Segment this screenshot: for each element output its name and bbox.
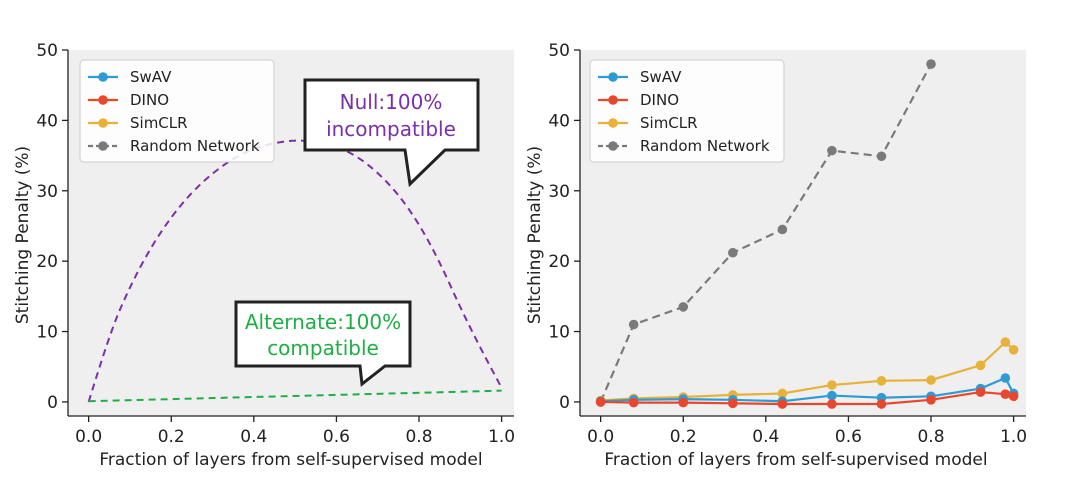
left-y-axis-title: Stitching Penalty (%) xyxy=(13,146,33,324)
right-x-axis: 0.0 0.2 0.4 0.6 0.8 1.0 xyxy=(580,415,1027,447)
alternate-curve xyxy=(88,389,502,403)
alternate-callout: Alternate:100% compatible xyxy=(234,300,412,387)
left-legend-label-swav: SwAV xyxy=(130,68,172,86)
right-x-tick-label: 0.2 xyxy=(670,427,697,447)
dino-point xyxy=(1000,389,1011,399)
simclr-point xyxy=(876,376,887,386)
right-legend-box xyxy=(589,59,785,163)
right-legend-marker-dino xyxy=(608,95,618,105)
dino-point xyxy=(678,397,689,408)
left-legend-marker-random-network xyxy=(98,141,108,151)
right-y-axis-title: Stitching Penalty (%) xyxy=(525,146,545,324)
random-network-point xyxy=(727,247,738,258)
alternate-callout-line1: Alternate:100% xyxy=(245,310,401,334)
left-legend-box xyxy=(79,59,275,163)
left-y-tick-label: 50 xyxy=(36,41,58,61)
left-y-axis: 0 10 20 30 40 50 xyxy=(36,41,69,416)
right-legend-label-simclr: SimCLR xyxy=(640,114,698,132)
right-legend-label-random-network: Random Network xyxy=(640,137,770,155)
left-legend-marker-dino xyxy=(98,95,108,105)
alternate-callout-bubble xyxy=(234,300,412,387)
left-x-tick-label: 0.4 xyxy=(240,427,267,447)
right-y-tick-label: 10 xyxy=(548,323,570,343)
dino-point xyxy=(1008,391,1019,402)
left-y-tick-label: 20 xyxy=(36,252,58,272)
swav-point xyxy=(1000,373,1011,383)
simclr-point xyxy=(1008,345,1019,355)
right-y-tick-label: 30 xyxy=(548,182,570,202)
right-legend-marker-random-network xyxy=(608,141,618,151)
null-callout-line2: incompatible xyxy=(326,117,456,141)
right-legend-label-swav: SwAV xyxy=(640,68,682,86)
right-x-tick-label: 0.0 xyxy=(587,427,614,447)
dino-point xyxy=(777,399,788,409)
dino-point xyxy=(926,395,936,405)
simclr-point xyxy=(975,360,986,371)
dino-point xyxy=(595,397,606,407)
left-legend-marker-simclr xyxy=(98,118,108,128)
right-y-tick-label: 50 xyxy=(548,41,570,61)
simclr-point xyxy=(827,380,837,390)
left-y-tick-label: 0 xyxy=(47,393,58,413)
right-y-tick-label: 0 xyxy=(559,393,570,413)
right-x-tick-label: 0.4 xyxy=(752,427,779,447)
right-x-tick-label: 1.0 xyxy=(1000,427,1027,447)
right-legend-marker-swav xyxy=(608,72,618,82)
null-curve xyxy=(87,139,503,403)
left-legend-label-dino: DINO xyxy=(130,91,169,109)
dino-point xyxy=(975,387,986,397)
swav-point xyxy=(827,390,837,401)
random-network-point xyxy=(827,145,837,156)
left-y-tick-label: 10 xyxy=(36,323,58,343)
alternate-callout-line2: compatible xyxy=(267,336,379,360)
dino-point xyxy=(628,397,639,408)
right-y-tick-label: 40 xyxy=(548,111,570,131)
left-y-tick-label: 30 xyxy=(36,182,58,202)
left-chart: 0 10 20 30 40 50 0.0 0.2 0.4 0.6 0.8 1.0 Fraction … xyxy=(13,41,515,470)
dino-point xyxy=(827,399,837,409)
left-legend-label-random-network: Random Network xyxy=(130,137,260,155)
random-network-point xyxy=(876,151,887,162)
simclr-point xyxy=(777,388,788,399)
right-x-tick-label: 0.8 xyxy=(917,427,944,447)
right-legend-label-dino: DINO xyxy=(640,91,679,109)
right-y-tick-label: 20 xyxy=(548,252,570,272)
random-network-point xyxy=(678,302,689,312)
random-network-line xyxy=(599,63,932,403)
left-legend: SwAV DINO SimCLR Random Network xyxy=(79,59,275,163)
random-network-point xyxy=(628,319,639,330)
dino-point xyxy=(876,399,887,409)
left-y-tick-label: 40 xyxy=(36,111,58,131)
right-x-axis-title: Fraction of layers from self-supervised … xyxy=(604,450,987,470)
dino-point xyxy=(727,398,738,409)
left-x-tick-label: 0.8 xyxy=(405,427,432,447)
left-x-axis: 0.0 0.2 0.4 0.6 0.8 1.0 xyxy=(68,415,515,447)
left-x-tick-label: 0.0 xyxy=(75,427,102,447)
left-legend-label-simclr: SimCLR xyxy=(130,114,188,132)
simclr-point xyxy=(1000,337,1011,347)
right-x-tick-label: 0.6 xyxy=(835,427,862,447)
null-callout-bubble xyxy=(303,78,480,188)
left-x-tick-label: 0.6 xyxy=(323,427,350,447)
right-y-axis: 0 10 20 30 40 50 xyxy=(548,41,581,416)
random-network-point xyxy=(926,59,936,69)
right-chart: 0 10 20 30 40 50 0.0 0.2 0.4 0.6 0.8 1.0 Fraction … xyxy=(525,41,1027,470)
simclr-point xyxy=(926,375,936,385)
right-legend: SwAV DINO SimCLR Random Network xyxy=(589,59,785,163)
left-x-tick-label: 0.2 xyxy=(158,427,185,447)
random-network-point xyxy=(777,224,788,235)
null-callout-line1: Null:100% xyxy=(340,90,443,114)
left-x-axis-title: Fraction of layers from self-supervised … xyxy=(99,450,482,470)
left-x-tick-label: 1.0 xyxy=(488,427,515,447)
null-callout: Null:100% incompatible xyxy=(303,78,480,188)
left-legend-marker-swav xyxy=(98,72,108,82)
right-legend-marker-simclr xyxy=(608,118,618,128)
